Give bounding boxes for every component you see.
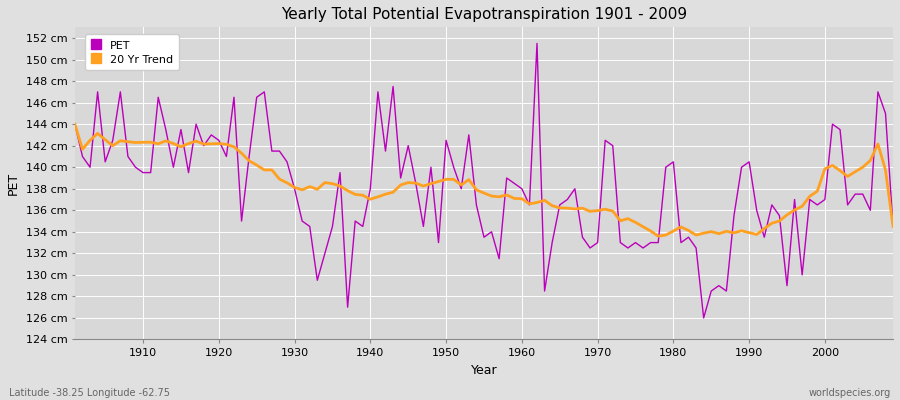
Y-axis label: PET: PET bbox=[7, 172, 20, 195]
X-axis label: Year: Year bbox=[471, 364, 498, 377]
Text: worldspecies.org: worldspecies.org bbox=[809, 388, 891, 398]
Text: Latitude -38.25 Longitude -62.75: Latitude -38.25 Longitude -62.75 bbox=[9, 388, 170, 398]
Title: Yearly Total Potential Evapotranspiration 1901 - 2009: Yearly Total Potential Evapotranspiratio… bbox=[281, 7, 687, 22]
Legend: PET, 20 Yr Trend: PET, 20 Yr Trend bbox=[85, 34, 179, 70]
